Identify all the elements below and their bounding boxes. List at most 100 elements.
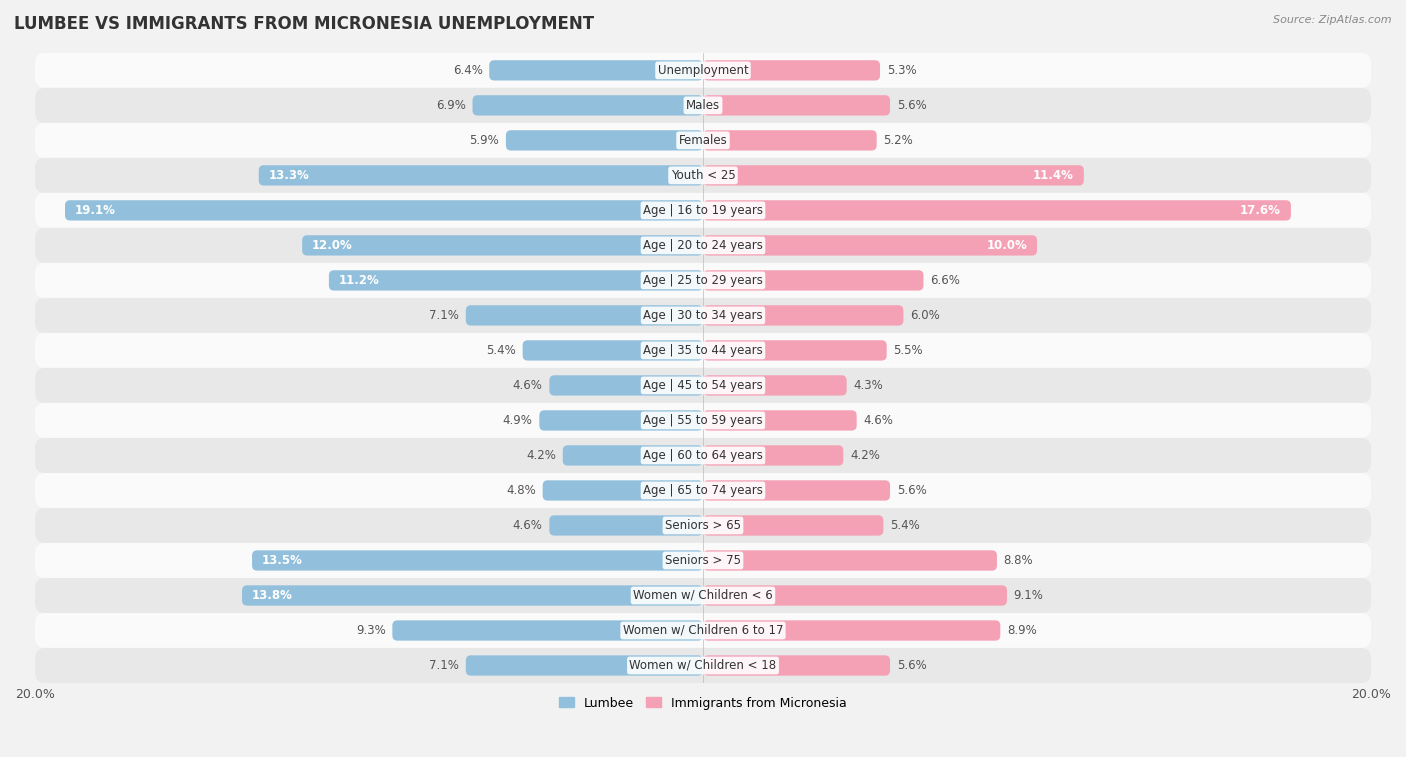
FancyBboxPatch shape — [703, 480, 890, 500]
Text: 4.6%: 4.6% — [513, 379, 543, 392]
Text: 13.3%: 13.3% — [269, 169, 309, 182]
Text: 6.9%: 6.9% — [436, 99, 465, 112]
Text: 10.0%: 10.0% — [986, 239, 1026, 252]
FancyBboxPatch shape — [35, 333, 1371, 368]
Text: 5.6%: 5.6% — [897, 99, 927, 112]
FancyBboxPatch shape — [465, 656, 703, 676]
Text: Age | 65 to 74 years: Age | 65 to 74 years — [643, 484, 763, 497]
FancyBboxPatch shape — [392, 620, 703, 640]
Text: Females: Females — [679, 134, 727, 147]
Text: 6.6%: 6.6% — [931, 274, 960, 287]
FancyBboxPatch shape — [703, 95, 890, 116]
Text: 5.3%: 5.3% — [887, 64, 917, 77]
Text: 17.6%: 17.6% — [1240, 204, 1281, 217]
Text: 6.0%: 6.0% — [910, 309, 939, 322]
FancyBboxPatch shape — [540, 410, 703, 431]
FancyBboxPatch shape — [703, 375, 846, 396]
Text: Women w/ Children < 18: Women w/ Children < 18 — [630, 659, 776, 672]
Text: 4.6%: 4.6% — [513, 519, 543, 532]
Text: 9.3%: 9.3% — [356, 624, 385, 637]
Text: Women w/ Children < 6: Women w/ Children < 6 — [633, 589, 773, 602]
Text: 4.3%: 4.3% — [853, 379, 883, 392]
Text: 4.9%: 4.9% — [503, 414, 533, 427]
FancyBboxPatch shape — [259, 165, 703, 185]
Text: 4.6%: 4.6% — [863, 414, 893, 427]
Text: 9.1%: 9.1% — [1014, 589, 1043, 602]
FancyBboxPatch shape — [703, 305, 904, 326]
Text: 5.6%: 5.6% — [897, 659, 927, 672]
FancyBboxPatch shape — [703, 61, 880, 80]
Text: 5.4%: 5.4% — [486, 344, 516, 357]
FancyBboxPatch shape — [35, 88, 1371, 123]
FancyBboxPatch shape — [35, 228, 1371, 263]
FancyBboxPatch shape — [35, 648, 1371, 683]
FancyBboxPatch shape — [703, 620, 1000, 640]
FancyBboxPatch shape — [252, 550, 703, 571]
FancyBboxPatch shape — [703, 340, 887, 360]
FancyBboxPatch shape — [703, 585, 1007, 606]
Text: Seniors > 75: Seniors > 75 — [665, 554, 741, 567]
Text: 4.2%: 4.2% — [526, 449, 555, 462]
Text: Youth < 25: Youth < 25 — [671, 169, 735, 182]
FancyBboxPatch shape — [550, 375, 703, 396]
Text: 6.4%: 6.4% — [453, 64, 482, 77]
Text: 5.9%: 5.9% — [470, 134, 499, 147]
Text: 5.5%: 5.5% — [893, 344, 922, 357]
FancyBboxPatch shape — [35, 263, 1371, 298]
Text: Seniors > 65: Seniors > 65 — [665, 519, 741, 532]
FancyBboxPatch shape — [703, 165, 1084, 185]
Text: 4.2%: 4.2% — [851, 449, 880, 462]
FancyBboxPatch shape — [35, 158, 1371, 193]
FancyBboxPatch shape — [703, 516, 883, 536]
FancyBboxPatch shape — [703, 656, 890, 676]
FancyBboxPatch shape — [543, 480, 703, 500]
FancyBboxPatch shape — [703, 130, 877, 151]
FancyBboxPatch shape — [35, 613, 1371, 648]
FancyBboxPatch shape — [703, 201, 1291, 220]
Text: 4.8%: 4.8% — [506, 484, 536, 497]
FancyBboxPatch shape — [35, 193, 1371, 228]
FancyBboxPatch shape — [35, 403, 1371, 438]
Text: 19.1%: 19.1% — [75, 204, 115, 217]
Text: 5.6%: 5.6% — [897, 484, 927, 497]
Text: Age | 35 to 44 years: Age | 35 to 44 years — [643, 344, 763, 357]
Text: 5.2%: 5.2% — [883, 134, 912, 147]
FancyBboxPatch shape — [35, 473, 1371, 508]
Text: Women w/ Children 6 to 17: Women w/ Children 6 to 17 — [623, 624, 783, 637]
Text: Age | 55 to 59 years: Age | 55 to 59 years — [643, 414, 763, 427]
FancyBboxPatch shape — [35, 508, 1371, 543]
FancyBboxPatch shape — [550, 516, 703, 536]
Text: 11.2%: 11.2% — [339, 274, 380, 287]
FancyBboxPatch shape — [703, 550, 997, 571]
Text: 13.8%: 13.8% — [252, 589, 292, 602]
FancyBboxPatch shape — [523, 340, 703, 360]
Text: Age | 25 to 29 years: Age | 25 to 29 years — [643, 274, 763, 287]
FancyBboxPatch shape — [489, 61, 703, 80]
FancyBboxPatch shape — [35, 123, 1371, 158]
FancyBboxPatch shape — [242, 585, 703, 606]
FancyBboxPatch shape — [472, 95, 703, 116]
Text: LUMBEE VS IMMIGRANTS FROM MICRONESIA UNEMPLOYMENT: LUMBEE VS IMMIGRANTS FROM MICRONESIA UNE… — [14, 15, 595, 33]
Text: Age | 30 to 34 years: Age | 30 to 34 years — [643, 309, 763, 322]
Text: Males: Males — [686, 99, 720, 112]
FancyBboxPatch shape — [35, 298, 1371, 333]
FancyBboxPatch shape — [506, 130, 703, 151]
Text: 8.8%: 8.8% — [1004, 554, 1033, 567]
FancyBboxPatch shape — [703, 270, 924, 291]
Text: 8.9%: 8.9% — [1007, 624, 1036, 637]
FancyBboxPatch shape — [302, 235, 703, 256]
Text: Age | 16 to 19 years: Age | 16 to 19 years — [643, 204, 763, 217]
FancyBboxPatch shape — [703, 235, 1038, 256]
FancyBboxPatch shape — [65, 201, 703, 220]
FancyBboxPatch shape — [703, 410, 856, 431]
Text: 12.0%: 12.0% — [312, 239, 353, 252]
Text: Age | 20 to 24 years: Age | 20 to 24 years — [643, 239, 763, 252]
Text: 7.1%: 7.1% — [429, 309, 460, 322]
FancyBboxPatch shape — [329, 270, 703, 291]
FancyBboxPatch shape — [703, 445, 844, 466]
Text: 7.1%: 7.1% — [429, 659, 460, 672]
Text: Age | 60 to 64 years: Age | 60 to 64 years — [643, 449, 763, 462]
FancyBboxPatch shape — [35, 438, 1371, 473]
FancyBboxPatch shape — [35, 53, 1371, 88]
FancyBboxPatch shape — [35, 543, 1371, 578]
